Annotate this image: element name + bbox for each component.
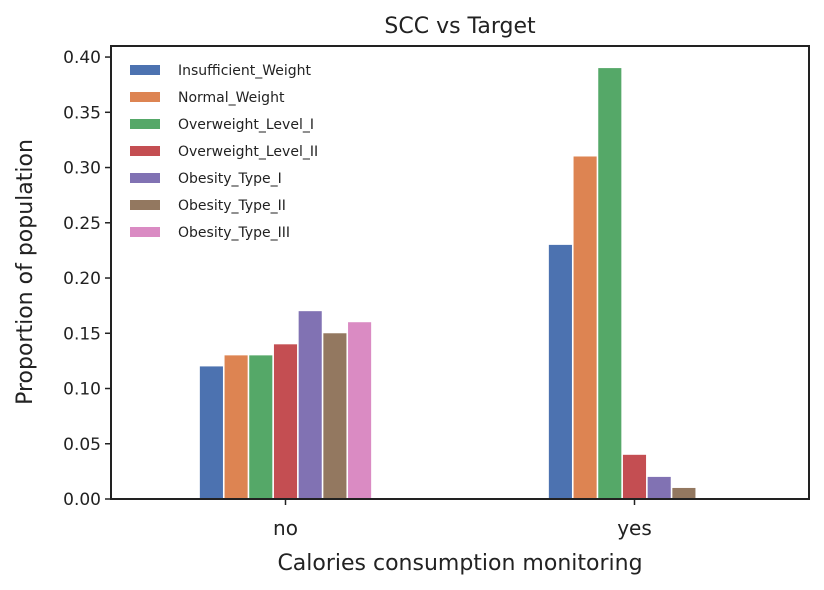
legend-label-obesity-type-i: Obesity_Type_I [178, 171, 282, 187]
x-tick-label: no [273, 516, 298, 540]
y-tick-label: 0.00 [63, 490, 101, 510]
legend-label-normal-weight: Normal_Weight [178, 90, 285, 106]
y-axis-label: Proportion of population [13, 139, 38, 405]
x-axis-label: Calories consumption monitoring [277, 551, 642, 576]
bar-obesity-type-i-no [298, 311, 322, 499]
y-tick-label: 0.15 [63, 324, 101, 344]
x-tick-label: yes [617, 516, 652, 540]
bars-layer [199, 68, 696, 500]
y-tick-label: 0.30 [63, 159, 101, 179]
bar-normal-weight-yes [573, 156, 597, 500]
chart-title: SCC vs Target [384, 14, 536, 39]
y-tick-label: 0.25 [63, 214, 101, 234]
bar-insufficient-weight-yes [548, 244, 572, 499]
legend-label-obesity-type-ii: Obesity_Type_II [178, 198, 286, 214]
bar-overweight-level-ii-yes [622, 454, 647, 499]
bar-obesity-type-ii-no [323, 333, 347, 499]
bar-overweight-level-i-yes [598, 68, 622, 499]
bar-overweight-level-ii-no [273, 344, 298, 499]
y-tick-label: 0.20 [63, 269, 101, 289]
bar-obesity-type-i-yes [647, 476, 671, 499]
legend-label-overweight-level-i: Overweight_Level_I [178, 117, 314, 133]
legend-swatch-obesity-type-ii [130, 200, 160, 210]
legend-label-insufficient-weight: Insufficient_Weight [178, 63, 312, 79]
bar-overweight-level-i-no [249, 355, 273, 499]
x-axis: no yes [273, 499, 652, 540]
legend-label-overweight-level-ii: Overweight_Level_II [178, 144, 318, 160]
y-tick-label: 0.35 [63, 103, 101, 123]
bar-insufficient-weight-no [199, 366, 223, 499]
legend-swatch-overweight-level-ii [130, 146, 160, 156]
legend-swatch-obesity-type-i [130, 173, 160, 183]
legend-label-obesity-type-iii: Obesity_Type_III [178, 225, 290, 241]
plot-frame [110, 45, 810, 500]
y-tick-label: 0.10 [63, 380, 101, 400]
legend-swatch-normal-weight [130, 92, 160, 102]
legend-swatch-obesity-type-iii [130, 227, 160, 237]
legend-swatch-overweight-level-i [130, 119, 160, 129]
y-axis: 0.00 0.05 0.10 0.15 0.20 0.25 0.30 0.35 0.40 [63, 48, 111, 510]
bar-normal-weight-no [224, 355, 248, 499]
legend-swatch-insufficient-weight [130, 65, 160, 75]
bar-obesity-type-ii-yes [672, 487, 696, 499]
bar-obesity-type-iii-no [348, 322, 372, 499]
y-tick-label: 0.40 [63, 48, 101, 68]
legend: Insufficient_Weight Normal_Weight Overweig… [130, 63, 318, 241]
y-tick-label: 0.05 [63, 435, 101, 455]
